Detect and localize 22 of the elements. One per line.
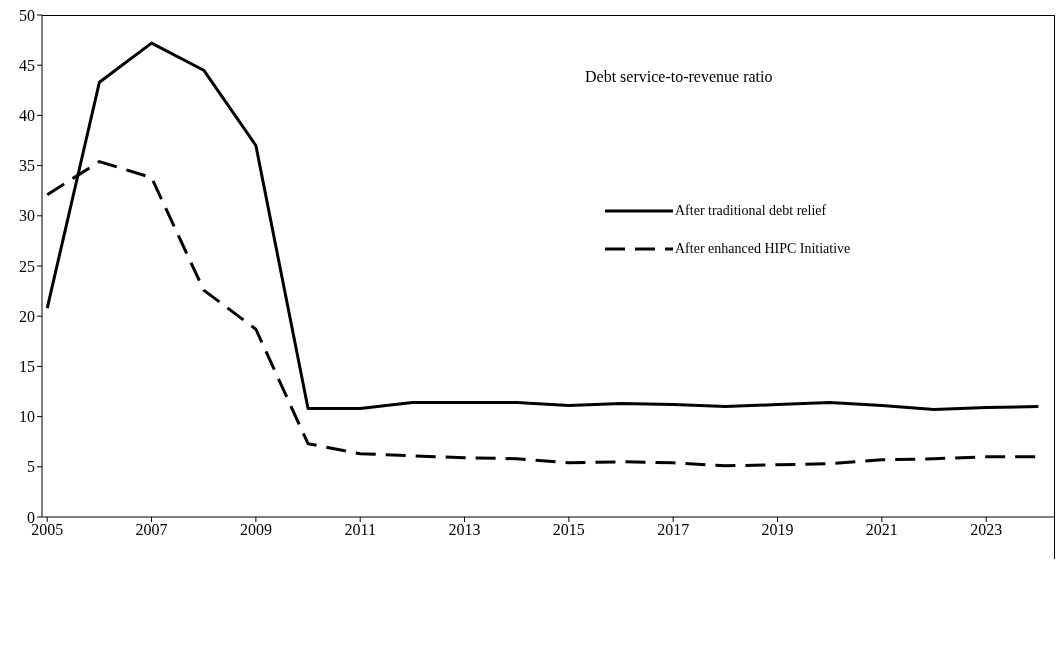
x-tick-label: 2021 bbox=[865, 521, 898, 539]
y-tick-label: 5 bbox=[27, 458, 35, 476]
annotation: Debt service-to-revenue ratio bbox=[585, 68, 773, 86]
legend-label: After traditional debt relief bbox=[675, 203, 827, 219]
x-tick-label: 2017 bbox=[657, 521, 690, 539]
x-tick-label: 2007 bbox=[135, 521, 168, 539]
y-tick-label: 25 bbox=[19, 257, 35, 275]
y-tick-label: 15 bbox=[19, 358, 35, 376]
x-tick-label: 2011 bbox=[344, 521, 376, 539]
x-tick-label: 2013 bbox=[448, 521, 481, 539]
y-tick-label: 40 bbox=[19, 107, 35, 125]
x-tick-label: 2023 bbox=[970, 521, 1003, 539]
y-tick-label: 10 bbox=[19, 408, 35, 426]
y-tick-label: 35 bbox=[19, 157, 35, 175]
y-tick-label: 45 bbox=[19, 56, 35, 74]
x-tick-label: 2015 bbox=[552, 521, 585, 539]
y-tick-label: 30 bbox=[19, 207, 35, 225]
x-tick-label: 2009 bbox=[239, 521, 272, 539]
y-tick-label: 50 bbox=[19, 6, 35, 24]
x-tick-label: 2019 bbox=[761, 521, 794, 539]
y-tick-label: 20 bbox=[19, 307, 35, 325]
legend-label: After enhanced HIPC Initiative bbox=[675, 241, 851, 257]
